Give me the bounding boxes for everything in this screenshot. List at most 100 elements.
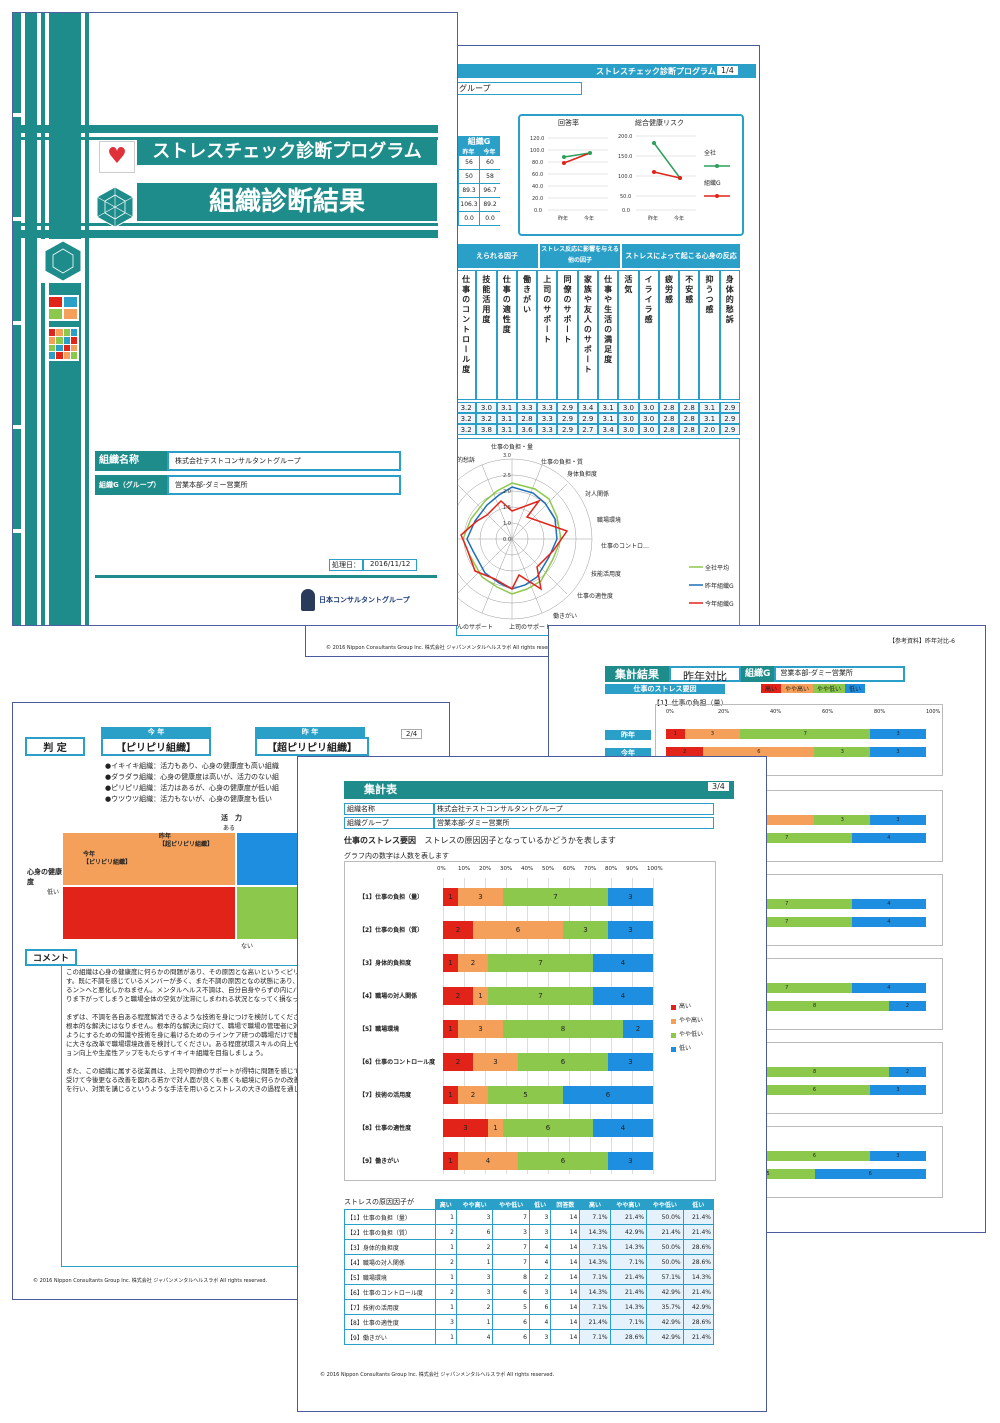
table-row: 【6】仕事のコントロール度 2 3 6 3 14 14.3% 21.4% 42.9% 21.4% — [344, 1284, 715, 1300]
table-percent-cell: 35.7% — [646, 1299, 684, 1315]
type-bullet: ●ピリピリ組織：活力はあるが、心身の健康度が低い組 — [105, 784, 279, 792]
factor-column: 抑うつ感 — [699, 270, 720, 400]
table-percent-cell: 7.1% — [579, 1269, 611, 1285]
table-percent-cell: 21.4% — [682, 1329, 715, 1345]
table-count-cell: 4 — [528, 1314, 552, 1330]
table-percent-cell: 21.4% — [646, 1224, 684, 1240]
factor-column: 身体的愁訴 — [719, 270, 740, 400]
cmp-segment: 4 — [851, 917, 926, 927]
radar-legend-0: 全社平均 — [705, 565, 730, 572]
score-cell: 3.0 — [618, 402, 639, 413]
cmp-segment: 5 — [721, 1169, 815, 1179]
cmp-segment: 8 — [740, 1001, 889, 1011]
page3-group-value: 営業本部-ダミー営業所 — [434, 817, 714, 829]
score-cell: 3.0 — [618, 413, 639, 424]
bar-segment: 7 — [488, 954, 593, 972]
svg-text:150.0: 150.0 — [618, 154, 632, 160]
factor-column: 不安感 — [679, 270, 700, 400]
quad-top-left — [63, 833, 235, 885]
small-table-cell: 50 — [458, 170, 479, 183]
table-row: 【9】働きがい 1 4 6 3 14 7.1% 28.6% 42.9% 21.4% — [344, 1329, 715, 1345]
svg-text:40.0: 40.0 — [532, 184, 543, 190]
score-cell: 2.8 — [679, 424, 700, 435]
x-tick-label: 40% — [521, 866, 534, 872]
small-score-table: 組織G 昨年 今年 56 60 50 58 89.3 96.7 106.3 89.2 0.0 0.… — [458, 136, 500, 226]
cmp-segment: 6 — [758, 1151, 871, 1161]
radar-label-6: 技能活用度 — [591, 571, 622, 578]
score-cell: 3.0 — [638, 413, 659, 424]
comparison-title: 集計結果 — [605, 666, 669, 682]
factor-column: 仕事や生活の満足度 — [597, 270, 619, 400]
score-cell: 2.9 — [557, 424, 578, 435]
table-percent-cell: 50.0% — [646, 1254, 684, 1270]
bar-segment: 6 — [563, 1086, 653, 1104]
score-cell: 3.3 — [537, 413, 558, 424]
page1-page-no: 1/4 — [716, 65, 739, 76]
factor-column: 上司のサポート — [537, 270, 558, 400]
cmp-segment: 2 — [888, 1067, 926, 1077]
table-count-cell: 6 — [492, 1314, 530, 1330]
radar-box: 3.0 2.5 2.0 1.5 1.0 0.0 仕事の負担・量 仕事の負担・質 身体負担度… — [431, 438, 740, 636]
factor-label: 疲労感 — [664, 275, 674, 305]
cover-subtitle-band: 組織診断結果 — [137, 183, 437, 221]
table-count-cell: 3 — [528, 1224, 552, 1240]
bar-segment: 3 — [458, 888, 503, 906]
table-count-cell: 6 — [492, 1329, 530, 1345]
type-bullet: ●イキイキ組織：活力もあり、心身の健康度も高い組織 — [105, 762, 279, 770]
table-percent-cell: 28.6% — [682, 1239, 715, 1255]
score-cell: 3.3 — [537, 424, 558, 435]
cover-subtitle: 組織診断結果 — [208, 187, 365, 217]
cmp-segment: 3 — [814, 815, 871, 825]
small-table-row: 106.3 89.2 — [458, 198, 500, 212]
svg-text:60.0: 60.0 — [532, 172, 543, 178]
svg-text:80.0: 80.0 — [532, 160, 543, 166]
bar-segment: 2 — [458, 954, 488, 972]
page3-section-title: 仕事のストレス要因 — [344, 836, 416, 845]
comment-text: この組織は心身の健康度に何らかの問題があり、その原因とな高いという＜ピリピリ組織… — [66, 968, 437, 1093]
score-cell: 3.1 — [597, 402, 619, 413]
table-percent-cell: 7.1% — [579, 1209, 611, 1225]
company-logo: 日本コンサルタントグループ — [301, 585, 410, 615]
table-percent-cell: 21.4% — [682, 1284, 715, 1300]
x-tick-label: 80% — [605, 866, 618, 872]
bar-segment: 7 — [503, 888, 608, 906]
comment-box: この組織は心身の健康度に何らかの問題があり、その原因とな高いという＜ピリピリ組織… — [61, 965, 443, 1267]
score-cell: 2.8 — [516, 413, 538, 424]
page3-section-desc: ストレスの原因因子となっているかどうかを表します — [424, 836, 616, 845]
factor-label: 上司のサポート — [542, 275, 552, 345]
comparison-group-label: 組織G — [741, 666, 775, 682]
table-count-cell: 2 — [455, 1299, 494, 1315]
table-header-blank — [345, 1200, 436, 1210]
table-total-cell: 14 — [550, 1254, 581, 1270]
table-percent-cell: 14.3% — [579, 1224, 611, 1240]
radar-small-icon — [41, 239, 85, 283]
date-row: 処理日： 2016/11/12 — [329, 559, 418, 571]
value-last-year: 【超ピリピリ組織】 — [255, 737, 369, 756]
cmp-segment: 3 — [870, 747, 926, 757]
table-count-cell: 2 — [528, 1269, 552, 1285]
logo-text: 日本コンサルタントグループ — [319, 596, 410, 604]
table-count-cell: 7 — [492, 1254, 530, 1270]
stacked-bar-chart: 0% 10% 20% 30% 40% 50% 60% 70% 80% 90% 100% 【1】仕事の… — [344, 861, 716, 1181]
table-count-cell: 1 — [455, 1254, 494, 1270]
score-cell: 3.1 — [496, 424, 517, 435]
table-count-cell: 1 — [455, 1314, 494, 1330]
score-cell: 3.2 — [476, 413, 497, 424]
color-blocks-icon — [47, 295, 79, 321]
quad-last-label: 昨年 【超ピリピリ組織】 — [159, 833, 214, 848]
bar-category-label: 【3】身体的負担度 — [359, 960, 412, 967]
table-count-cell: 4 — [528, 1239, 552, 1255]
bar-category-label: 【2】仕事の負担（質） — [359, 927, 424, 934]
table-total-cell: 14 — [550, 1224, 581, 1240]
svg-text:3.0: 3.0 — [503, 453, 511, 459]
table-count-cell: 1 — [434, 1299, 457, 1315]
bar-category-label: 【1】仕事の負担（量） — [359, 894, 424, 901]
small-table-cell: 0.0 — [458, 212, 479, 225]
score-cell: 3.4 — [597, 424, 619, 435]
radar-label-0: 仕事の負担・量 — [491, 444, 534, 451]
axis-bottom: ない — [241, 943, 254, 950]
